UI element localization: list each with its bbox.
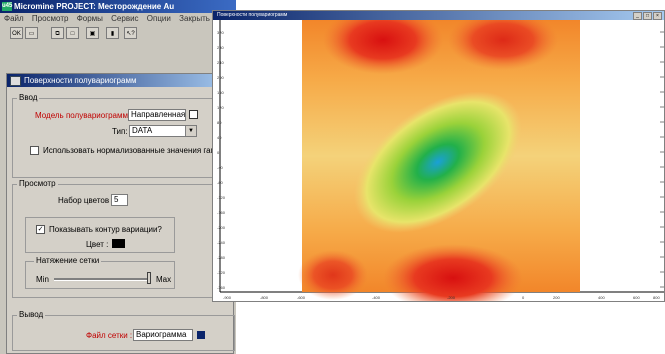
y-tick-label: 80 (217, 120, 222, 125)
output-group-label: Вывод (17, 310, 46, 319)
contour-box: ✓ Показывать контур вариации? Цвет : (25, 217, 175, 253)
y-tick-label: 120 (217, 105, 224, 110)
surface-plot[interactable]: 320 280 240 200 160 120 80 40 0 -40 -80 -120 -160 -20… (213, 20, 664, 301)
y-tick-label: 40 (217, 135, 222, 140)
y-tick-label: -80 (217, 180, 223, 185)
x-tick-label: -200 (447, 295, 456, 300)
normalized-label: Использовать нормализованные значения га… (43, 146, 227, 155)
y-tick-label: 240 (217, 60, 224, 65)
dialog-window-icon (10, 76, 21, 86)
surface-minimize-button[interactable]: _ (633, 12, 642, 20)
type-label: Тип: (112, 127, 128, 136)
grid-file-field[interactable]: Вариограмма (133, 329, 193, 341)
menu-service[interactable]: Сервис (111, 14, 139, 23)
tension-slider-track[interactable] (54, 278, 149, 281)
type-select[interactable]: DATA ▼ (129, 125, 197, 137)
y-tick-label: -320 (217, 270, 226, 275)
input-group-label: Ввод (17, 93, 40, 102)
x-tick-label: -400 (372, 295, 381, 300)
grid-file-label: Файл сетки : (86, 331, 133, 340)
input-group: Ввод Модель полувариограммы Направленная… (12, 93, 235, 178)
menu-view[interactable]: Просмотр (31, 14, 69, 23)
toolbar: OK ▭ ⧉ □ ▣ ▮ ↖? (0, 25, 236, 41)
contour-label: Показывать контур вариации? (49, 225, 162, 234)
x-tick-label: -900 (223, 295, 232, 300)
model-field[interactable]: Направленная (128, 109, 186, 121)
normalized-checkbox[interactable] (30, 146, 39, 155)
x-tick-label: -600 (297, 295, 306, 300)
dialog-title: Поверхности полувариограмм (24, 76, 137, 85)
ok-button[interactable]: OK (10, 27, 23, 39)
y-tick-label: -360 (217, 285, 226, 290)
contour-checkbox[interactable]: ✓ (36, 225, 45, 234)
grid-file-browse-icon[interactable] (197, 331, 205, 339)
app-logo: u45 (2, 2, 13, 11)
surface-title-bar: Поверхности полувариограмм _ □ × (213, 11, 664, 20)
y-tick-label: 0 (217, 150, 220, 155)
menu-file[interactable]: Файл (4, 14, 24, 23)
tension-min-label: Min (36, 275, 49, 284)
y-tick-label: -160 (217, 210, 226, 215)
menu-close[interactable]: Закрыть (179, 14, 210, 23)
screen-icon[interactable]: ▭ (25, 27, 38, 39)
window-icon[interactable]: □ (66, 27, 79, 39)
color-label: Цвет : (86, 240, 109, 249)
view-group: Просмотр Набор цветов : 5 ✓ Показывать к… (12, 179, 235, 298)
surface-window: Поверхности полувариограмм _ □ × (212, 10, 665, 302)
app-title-bar: u45 Micromine PROJECT: Месторождение Au (0, 0, 236, 13)
menu-forms[interactable]: Формы (76, 14, 103, 23)
y-tick-label: -240 (217, 240, 226, 245)
model-label: Модель полувариограммы (35, 111, 134, 120)
menu-options[interactable]: Опции (146, 14, 171, 23)
copy-icon[interactable]: ⧉ (51, 27, 64, 39)
color-swatch[interactable] (112, 239, 125, 248)
type-select-value: DATA (132, 126, 153, 135)
app-title: Micromine PROJECT: Месторождение Au (14, 2, 175, 11)
surface-contour-map (219, 20, 664, 301)
chevron-down-icon[interactable]: ▼ (185, 126, 196, 136)
tension-max-label: Max (156, 275, 172, 284)
flag-icon[interactable]: ▮ (106, 27, 119, 39)
y-tick-label: -200 (217, 225, 226, 230)
menu-bar: Файл Просмотр Формы Сервис Опции Закрыть… (0, 13, 236, 25)
tension-slider-thumb[interactable] (147, 272, 151, 284)
semivariogram-dialog: Поверхности полувариограмм _ Ввод Модель… (6, 73, 235, 354)
surface-title: Поверхности полувариограмм (217, 12, 288, 18)
y-tick-label: 280 (217, 45, 224, 50)
tension-box: Натяжение сетки Min Max (25, 256, 175, 289)
x-tick-label: 400 (598, 295, 605, 300)
x-tick-label: -800 (260, 295, 269, 300)
color-set-field[interactable]: 5 (111, 194, 128, 206)
x-tick-label: 200 (553, 295, 560, 300)
x-tick-label: 0 (522, 295, 525, 300)
y-tick-label: 320 (217, 30, 224, 35)
help-pointer-icon[interactable]: ↖? (124, 27, 137, 39)
y-tick-label: -280 (217, 255, 226, 260)
y-tick-label: -40 (217, 165, 223, 170)
x-tick-label: 800 (653, 295, 660, 300)
dialog-title-bar: Поверхности полувариограмм _ (7, 74, 233, 87)
output-group: Вывод Файл сетки : Вариограмма (12, 310, 235, 351)
model-browse-icon[interactable] (189, 110, 198, 119)
frame-icon[interactable]: ▣ (86, 27, 99, 39)
tension-label: Натяжение сетки (34, 256, 102, 265)
surface-close-button[interactable]: × (653, 12, 662, 20)
x-tick-label: 600 (633, 295, 640, 300)
view-group-label: Просмотр (17, 179, 58, 188)
y-tick-label: -120 (217, 195, 226, 200)
color-set-label: Набор цветов : (58, 196, 114, 205)
y-tick-label: 200 (217, 75, 224, 80)
y-tick-label: 160 (217, 90, 224, 95)
surface-maximize-button[interactable]: □ (643, 12, 652, 20)
